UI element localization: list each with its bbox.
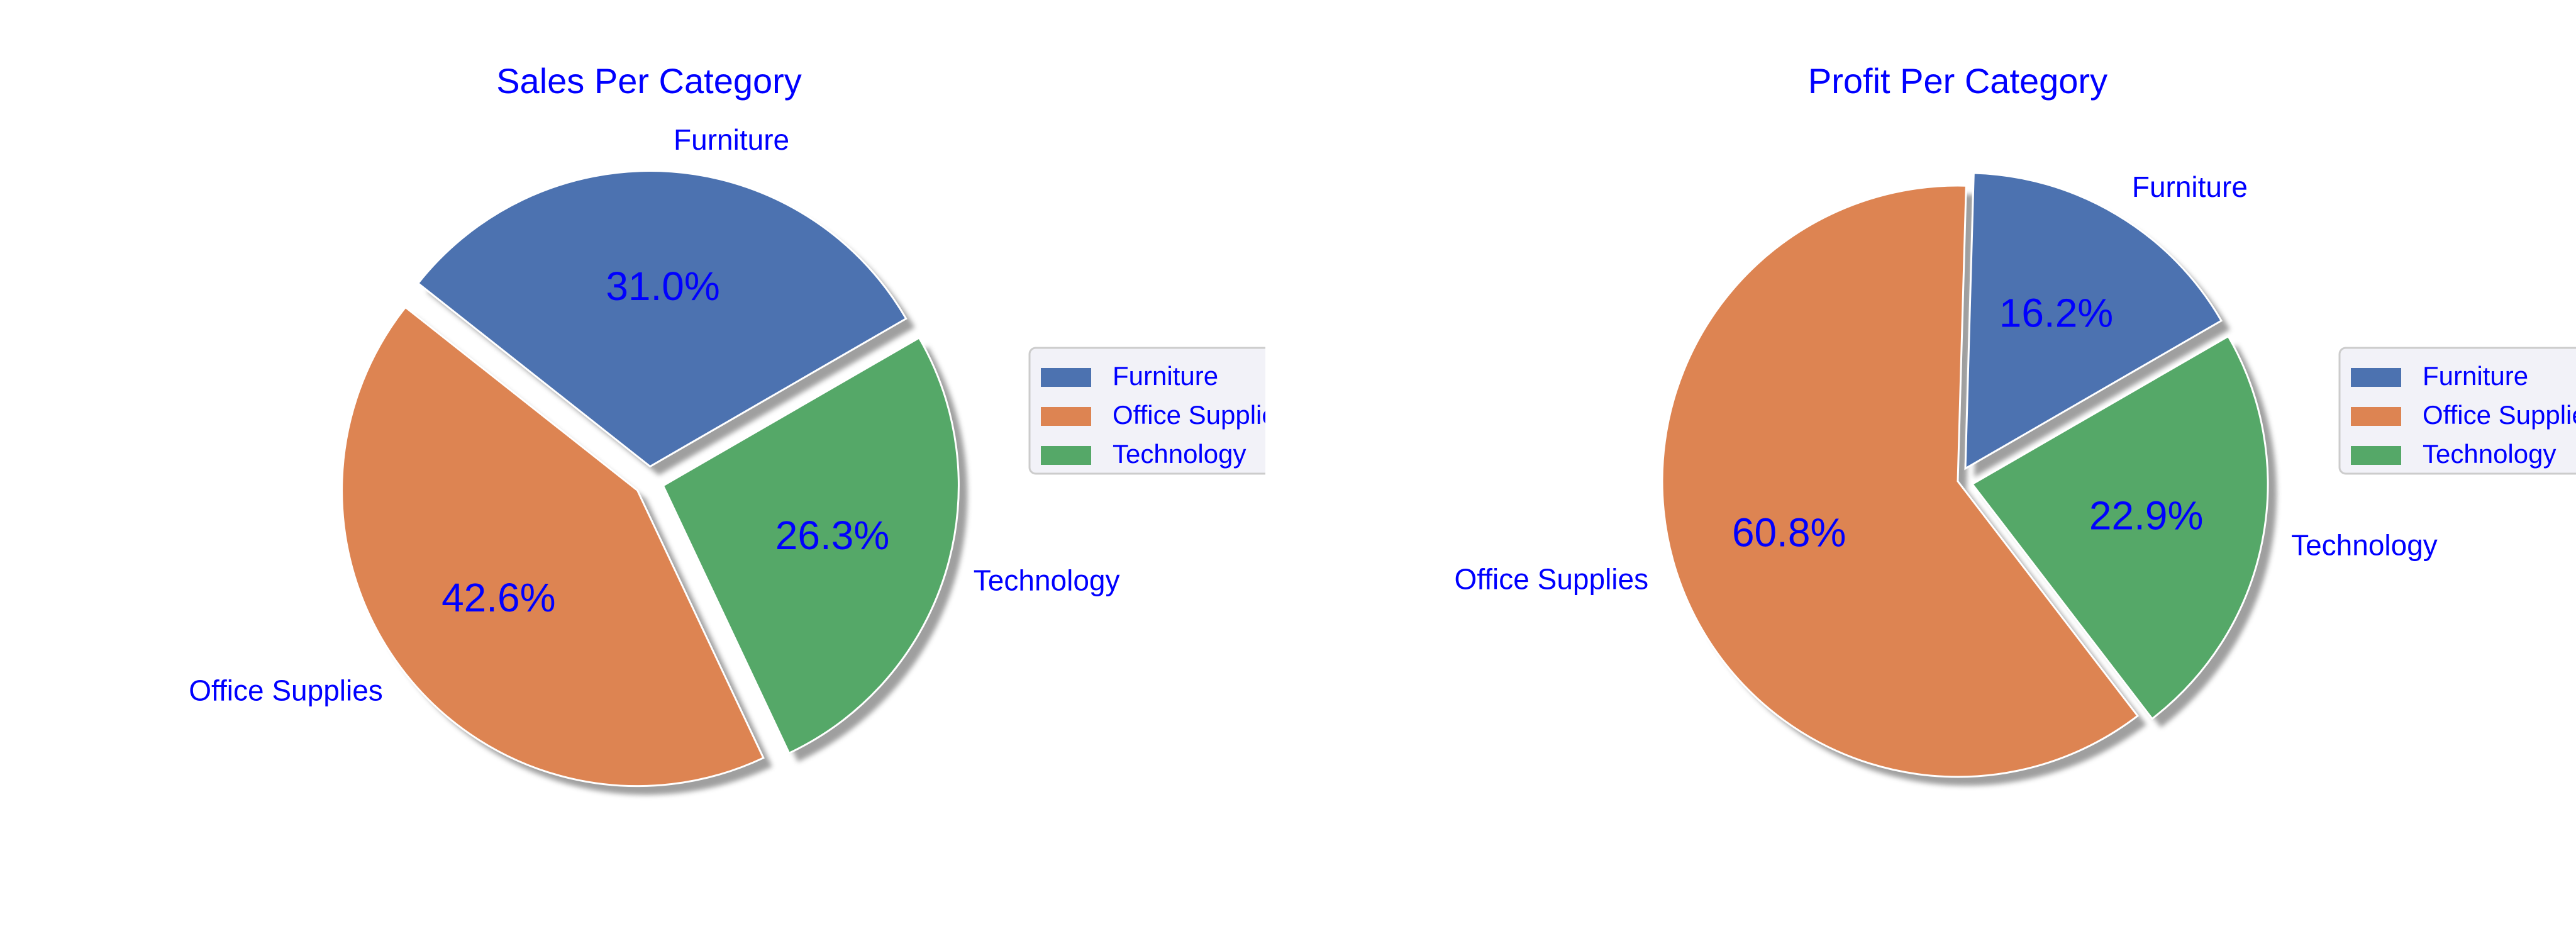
chart-title: Sales Per Category <box>496 61 802 101</box>
pie-slice-furniture <box>1964 172 2223 471</box>
slice-percent-label: 26.3% <box>775 513 889 558</box>
legend-label: Office Supplies <box>1113 400 1290 430</box>
chart-legend: Furniture Office Supplies Technology <box>2338 347 2576 475</box>
legend-swatch <box>2351 407 2401 426</box>
legend-swatch <box>1041 368 1091 387</box>
pie-slice-office-supplies <box>341 306 765 788</box>
legend-label: Technology <box>2423 439 2556 469</box>
chart-legend: Furniture Office Supplies Technology <box>1028 347 1290 475</box>
legend-label: Furniture <box>1113 361 1218 391</box>
slice-percent-label: 22.9% <box>2089 493 2203 538</box>
profit-pie-chart: Profit Per Category Furniture Office Supp… <box>1455 61 2576 786</box>
legend-swatch <box>1041 446 1091 465</box>
slice-percent-label: 31.0% <box>606 264 719 309</box>
pie-slice-technology <box>662 336 960 755</box>
slice-label: Office Supplies <box>189 674 383 706</box>
slice-label: Technology <box>2291 529 2438 562</box>
legend-label: Technology <box>1113 439 1246 469</box>
slice-percent-label: 60.8% <box>1732 510 1846 555</box>
chart-title: Profit Per Category <box>1808 61 2107 101</box>
slice-percent-label: 16.2% <box>1999 291 2113 336</box>
legend-label: Furniture <box>2423 361 2528 391</box>
slice-label: Furniture <box>674 123 789 156</box>
legend-swatch <box>2351 446 2401 465</box>
legend-swatch <box>2351 368 2401 387</box>
slice-percent-label: 42.6% <box>441 575 555 620</box>
pie-slice-office-supplies <box>1661 184 2140 778</box>
legend-swatch <box>1041 407 1091 426</box>
pie-slice-technology <box>1970 335 2269 720</box>
slice-label: Technology <box>974 564 1120 597</box>
slice-label: Office Supplies <box>1455 562 1649 595</box>
slice-label: Furniture <box>2132 170 2248 203</box>
pie-slice-furniture <box>416 170 908 468</box>
sales-pie-chart: Sales Per Category Furniture Office Suppl… <box>189 61 1290 795</box>
legend-label: Office Supplies <box>2423 400 2576 430</box>
